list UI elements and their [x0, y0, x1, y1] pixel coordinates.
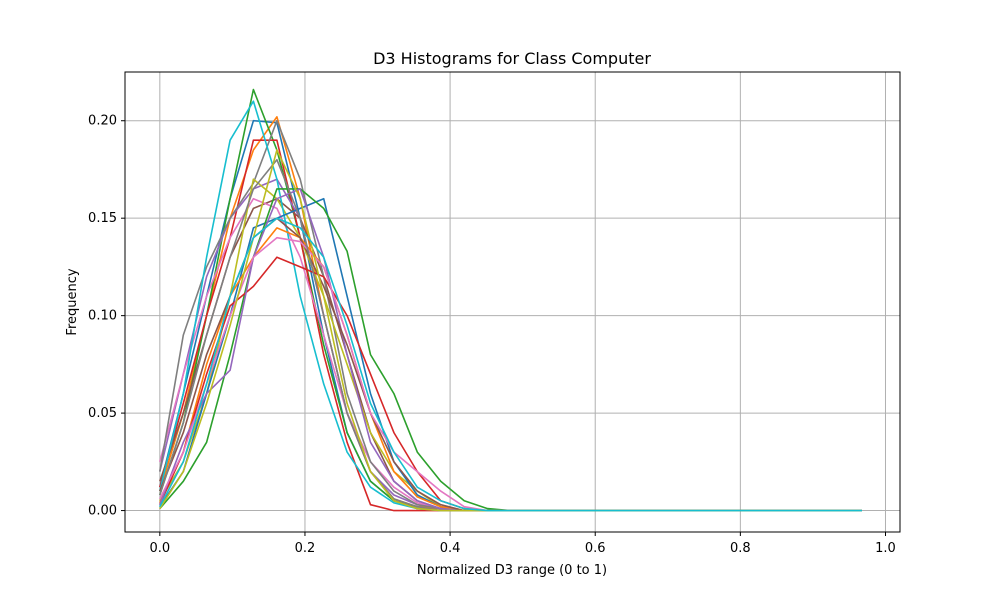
x-tick-label: 0.6 [585, 541, 606, 556]
x-tick-label: 1.0 [875, 541, 896, 556]
y-axis-label: Frequency [65, 268, 80, 335]
grid-lines [125, 72, 900, 532]
x-tick-label: 0.2 [295, 541, 316, 556]
series-line-12 [159, 227, 862, 512]
x-tick-label: 0.0 [149, 541, 170, 556]
series-lines [159, 88, 862, 512]
x-tick-label: 0.8 [730, 541, 751, 556]
y-tick-label: 0.00 [88, 504, 117, 519]
series-line-17 [159, 236, 862, 512]
x-axis-ticks: 0.0 0.2 0.4 0.6 0.8 1.0 [149, 532, 896, 556]
x-tick-label: 0.4 [440, 541, 461, 556]
y-tick-label: 0.20 [88, 114, 117, 129]
y-tick-label: 0.05 [88, 406, 117, 421]
y-tick-label: 0.10 [88, 309, 117, 324]
y-tick-label: 0.15 [88, 211, 117, 226]
series-line-10 [159, 100, 862, 512]
series-line-13 [159, 188, 862, 512]
series-line-14 [159, 256, 862, 512]
plot-area-frame [124, 71, 901, 533]
series-line-16 [159, 217, 862, 512]
series-line-20 [159, 217, 862, 512]
y-axis-ticks: 0.00 0.05 0.10 0.15 0.20 [88, 114, 125, 519]
series-line-7 [159, 197, 862, 512]
series-line-18 [159, 158, 862, 512]
series-line-11 [159, 197, 862, 512]
chart-title: D3 Histograms for Class Computer [373, 49, 651, 68]
series-line-6 [159, 197, 862, 512]
series-line-2 [159, 116, 862, 512]
x-axis-label: Normalized D3 range (0 to 1) [417, 563, 607, 578]
series-line-15 [159, 188, 862, 512]
